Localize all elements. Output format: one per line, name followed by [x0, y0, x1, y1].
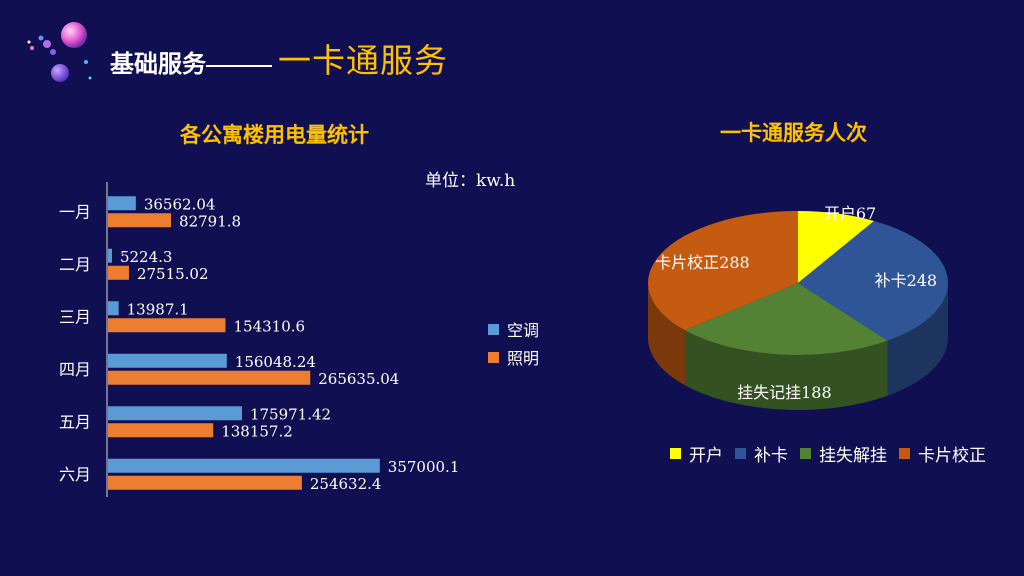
legend-label-loss: 挂失解挂	[819, 445, 887, 466]
bar-category-label: 一月	[59, 202, 91, 221]
decorative-bubbles	[27, 22, 92, 82]
legend-label-lighting: 照明	[507, 349, 540, 368]
pie-chart: 开户67 补卡248 挂失记挂188 卡片校正288	[648, 204, 948, 410]
bar-category-label: 四月	[59, 360, 91, 379]
page-title-main: 基础服务	[110, 50, 206, 78]
legend-swatch-lighting	[488, 351, 499, 363]
bar-value-label: 27515.02	[137, 265, 209, 283]
bar-chart-title: 各公寓楼用电量统计	[180, 123, 369, 147]
bar-value-label: 5224.3	[120, 248, 173, 266]
pie-slice	[798, 211, 875, 283]
legend-swatch-open	[670, 447, 681, 459]
bubble-small	[84, 60, 88, 64]
bubble-small	[30, 46, 34, 50]
bar-value-label: 156048.24	[235, 353, 316, 371]
bar	[108, 458, 380, 473]
bar-chart-legend: 空调 照明	[488, 315, 539, 371]
pie-slice	[684, 283, 888, 355]
legend-label-aircon: 空调	[507, 321, 540, 340]
bubble-small	[43, 40, 51, 48]
bar-category-label: 六月	[59, 465, 91, 484]
bar-chart-unit: 单位：kw.h	[425, 171, 516, 191]
bar	[108, 423, 214, 438]
bar	[108, 475, 302, 490]
legend-item-correct: 卡片校正	[899, 441, 986, 466]
pie-slice-label: 开户67	[824, 204, 876, 223]
legend-item-open: 开户	[670, 441, 723, 466]
bar-value-label: 154310.6	[233, 317, 305, 335]
bar	[108, 213, 172, 228]
legend-swatch-correct	[899, 447, 910, 459]
bubble-medium	[51, 64, 69, 82]
pie-slice-label: 挂失记挂188	[737, 383, 832, 402]
pie-slice-label: 补卡248	[875, 271, 938, 290]
pie-slice-side	[648, 283, 685, 386]
legend-swatch-loss	[800, 447, 811, 459]
bubble-small	[27, 40, 31, 44]
bar-value-label: 13987.1	[127, 300, 189, 318]
bar	[108, 248, 112, 263]
pie-slice-side	[887, 283, 948, 396]
legend-item-aircon: 空调	[488, 315, 539, 343]
pie-chart-title: 一卡通服务人次	[720, 121, 867, 145]
legend-label-correct: 卡片校正	[918, 445, 986, 466]
bar	[108, 353, 227, 368]
bar-value-label: 36562.04	[144, 195, 216, 213]
legend-item-replace: 补卡	[735, 441, 788, 466]
pie-slice-side	[684, 330, 888, 410]
bar-value-label: 265635.04	[318, 370, 399, 388]
bar	[108, 196, 136, 211]
bubble-small	[50, 49, 56, 55]
bar-category-label: 三月	[59, 307, 91, 326]
pie-slice	[648, 211, 798, 331]
legend-item-lighting: 照明	[488, 343, 539, 371]
bar-value-label: 357000.1	[388, 458, 460, 476]
page-title: 基础服务 一卡通服务	[110, 34, 448, 82]
legend-item-loss: 挂失解挂	[800, 441, 887, 466]
legend-swatch-replace	[735, 447, 746, 459]
bar-category-label: 五月	[59, 412, 91, 431]
bubble-small	[88, 76, 92, 80]
pie-slice	[798, 220, 948, 341]
bar-value-label: 254632.4	[310, 475, 382, 493]
legend-swatch-aircon	[488, 323, 499, 335]
page-title-sub: 一卡通服务	[278, 41, 448, 80]
bar-value-label: 138157.2	[221, 422, 293, 440]
bar	[108, 318, 226, 333]
bubble-small	[38, 35, 44, 41]
bar	[108, 265, 129, 280]
bar	[108, 406, 242, 421]
bar-value-label: 82791.8	[179, 212, 241, 230]
legend-label-open: 开户	[689, 445, 723, 466]
bar-value-label: 175971.42	[250, 405, 331, 423]
bar-category-label: 二月	[59, 255, 91, 274]
pie-chart-legend: 开户 补卡 挂失解挂 卡片校正	[670, 441, 998, 466]
title-dash-divider	[206, 64, 272, 67]
bar	[108, 370, 311, 385]
pie-slice-label: 卡片校正288	[655, 253, 750, 272]
bubble-large	[61, 22, 87, 48]
bar	[108, 301, 119, 316]
legend-label-replace: 补卡	[754, 445, 788, 466]
